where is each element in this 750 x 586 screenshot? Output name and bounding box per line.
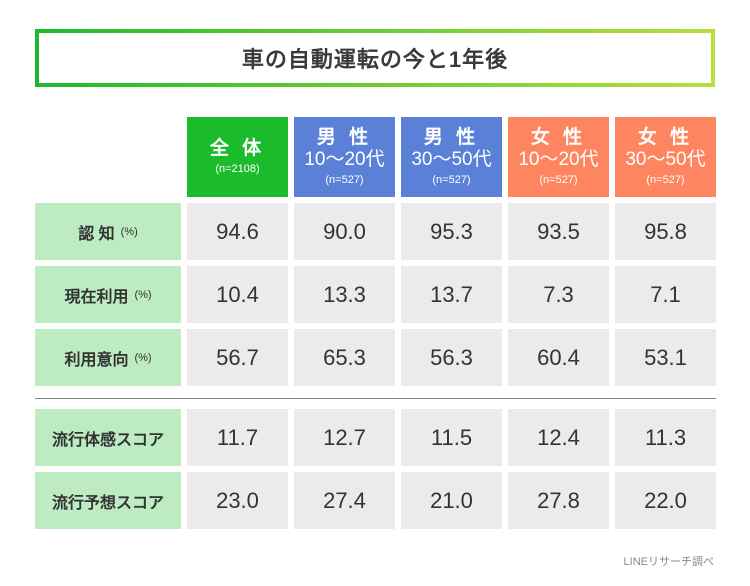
table-row: 利用意向 (%) 56.7 65.3 56.3 60.4 53.1 — [35, 329, 716, 386]
table-cell: 23.0 — [187, 472, 288, 529]
row-label: 認 知 (%) — [35, 203, 181, 260]
table-row: 流行体感スコア 11.7 12.7 11.5 12.4 11.3 — [35, 409, 716, 466]
table-cell: 94.6 — [187, 203, 288, 260]
table-cell: 90.0 — [294, 203, 395, 260]
header-female-30-50: 女 性 30〜50代 (n=527) — [615, 117, 716, 197]
row-unit: (%) — [134, 288, 152, 301]
results-table: 全 体 (n=2108) 男 性 10〜20代 (n=527) 男 性 30〜5… — [35, 117, 716, 529]
table-cell: 12.4 — [508, 409, 609, 466]
section-divider — [35, 398, 716, 399]
table-cell: 56.7 — [187, 329, 288, 386]
table-cell: 22.0 — [615, 472, 716, 529]
table-row: 認 知 (%) 94.6 90.0 95.3 93.5 95.8 — [35, 203, 716, 260]
header-male-10-20: 男 性 10〜20代 (n=527) — [294, 117, 395, 197]
row-label: 流行体感スコア — [35, 409, 181, 466]
source-credit: LINEリサーチ調べ — [623, 556, 714, 568]
table-cell: 7.1 — [615, 266, 716, 323]
table-cell: 11.7 — [187, 409, 288, 466]
table-cell: 11.5 — [401, 409, 502, 466]
table-row: 流行予想スコア 23.0 27.4 21.0 27.8 22.0 — [35, 472, 716, 529]
row-unit: (%) — [120, 225, 138, 238]
row-label: 流行予想スコア — [35, 472, 181, 529]
row-label: 利用意向 (%) — [35, 329, 181, 386]
table-cell: 95.8 — [615, 203, 716, 260]
table-cell: 11.3 — [615, 409, 716, 466]
row-unit: (%) — [134, 351, 152, 364]
table-cell: 13.7 — [401, 266, 502, 323]
table-cell: 10.4 — [187, 266, 288, 323]
page-title: 車の自動運転の今と1年後 — [35, 29, 715, 87]
table-cell: 65.3 — [294, 329, 395, 386]
header-male-30-50: 男 性 30〜50代 (n=527) — [401, 117, 502, 197]
table-cell: 93.5 — [508, 203, 609, 260]
table-cell: 12.7 — [294, 409, 395, 466]
table-cell: 13.3 — [294, 266, 395, 323]
header-female-10-20: 女 性 10〜20代 (n=527) — [508, 117, 609, 197]
table-cell: 27.4 — [294, 472, 395, 529]
table-cell: 60.4 — [508, 329, 609, 386]
table-cell: 21.0 — [401, 472, 502, 529]
header-total: 全 体 (n=2108) — [187, 117, 288, 197]
table-row: 現在利用 (%) 10.4 13.3 13.7 7.3 7.1 — [35, 266, 716, 323]
table-cell: 53.1 — [615, 329, 716, 386]
header-row: 全 体 (n=2108) 男 性 10〜20代 (n=527) 男 性 30〜5… — [35, 117, 716, 197]
table-cell: 95.3 — [401, 203, 502, 260]
table-cell: 7.3 — [508, 266, 609, 323]
row-label: 現在利用 (%) — [35, 266, 181, 323]
table-cell: 27.8 — [508, 472, 609, 529]
table-cell: 56.3 — [401, 329, 502, 386]
